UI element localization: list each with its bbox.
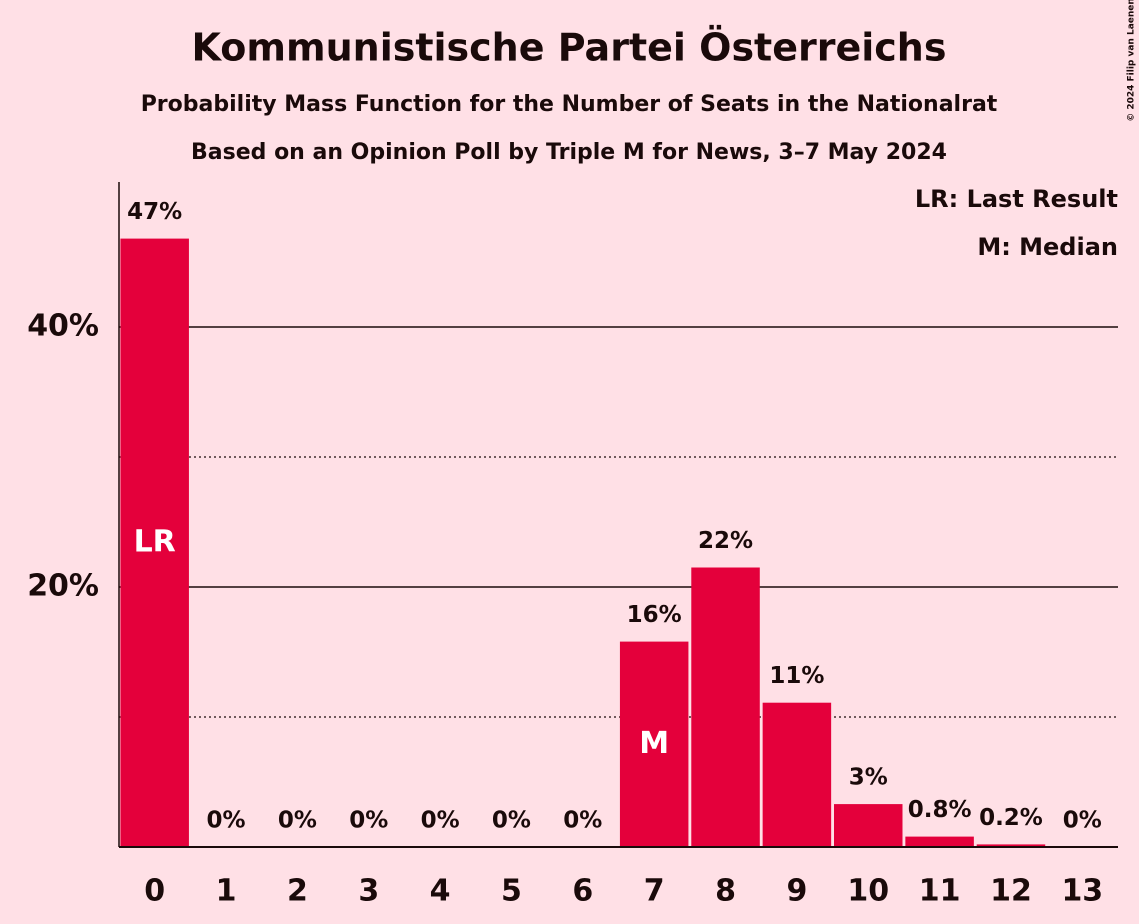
chart-title: Kommunistische Partei Österreichs <box>192 26 947 70</box>
chart-subtitle: Probability Mass Function for the Number… <box>141 92 998 117</box>
x-tick-label: 12 <box>990 874 1032 909</box>
x-tick-label: 10 <box>847 874 889 909</box>
bar <box>762 702 832 847</box>
bar <box>976 844 1046 847</box>
value-label: 0% <box>1063 808 1102 834</box>
x-tick-label: 2 <box>287 874 308 909</box>
x-tick-label: 4 <box>430 874 451 909</box>
bar <box>120 238 189 848</box>
value-label: 3% <box>849 765 888 791</box>
value-label: 0.8% <box>908 797 972 823</box>
value-label: 22% <box>698 528 753 554</box>
x-tick-label: 3 <box>358 874 379 909</box>
value-label: 0% <box>421 808 460 834</box>
chart-subtitle: Based on an Opinion Poll by Triple M for… <box>191 140 947 165</box>
value-label: 0.2% <box>979 805 1043 831</box>
value-label: 0% <box>207 808 246 834</box>
x-tick-label: 0 <box>144 874 165 909</box>
y-tick-label: 20% <box>27 569 99 604</box>
y-tick-label: 40% <box>27 309 99 344</box>
bar <box>619 641 689 847</box>
x-tick-label: 11 <box>919 874 961 909</box>
value-label: 0% <box>278 808 317 834</box>
credit: © 2024 Filip van Laenen <box>1127 0 1137 122</box>
value-label: 11% <box>769 663 824 689</box>
x-tick-label: 5 <box>501 874 522 909</box>
x-tick-label: 1 <box>216 874 237 909</box>
value-label: 47% <box>127 199 182 225</box>
legend-entry: M: Median <box>977 233 1118 261</box>
bar <box>691 567 760 847</box>
x-tick-label: 13 <box>1061 874 1103 909</box>
value-label: 0% <box>349 808 388 834</box>
value-label: 0% <box>563 808 602 834</box>
bar-marker: LR <box>134 524 176 559</box>
x-tick-label: 9 <box>786 874 807 909</box>
bar <box>833 804 903 847</box>
legend-entry: LR: Last Result <box>915 185 1118 213</box>
x-tick-label: 7 <box>644 874 665 909</box>
x-tick-label: 6 <box>572 874 593 909</box>
bar <box>905 836 974 847</box>
bar-marker: M <box>639 726 669 761</box>
value-label: 16% <box>627 602 682 628</box>
value-label: 0% <box>492 808 531 834</box>
x-tick-label: 8 <box>715 874 736 909</box>
